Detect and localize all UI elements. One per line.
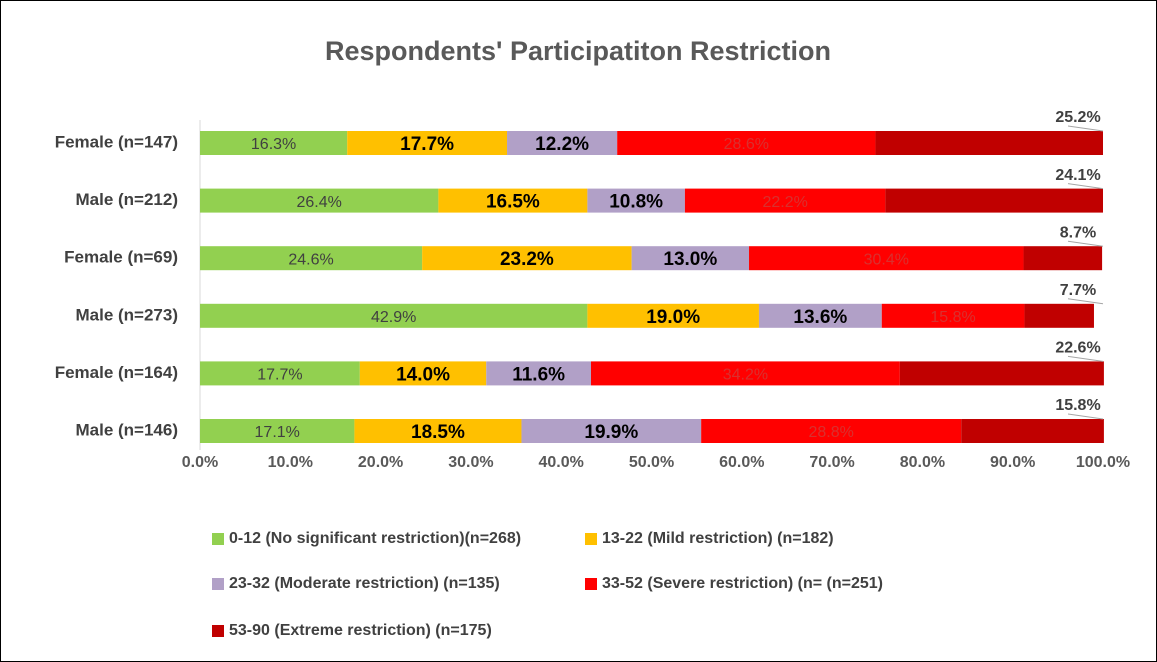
data-label: 24.1% xyxy=(1055,167,1100,184)
leader-line xyxy=(1067,298,1104,305)
x-tick-label: 40.0% xyxy=(539,454,584,471)
bar-segment xyxy=(200,419,355,443)
data-label: 22.6% xyxy=(1055,340,1100,357)
bar-segment xyxy=(1023,246,1103,271)
legend-swatch xyxy=(585,533,597,545)
data-label: 28.6% xyxy=(724,136,769,153)
data-label: 13.6% xyxy=(793,307,847,328)
data-label: 17.7% xyxy=(257,367,302,384)
bar-segment xyxy=(347,131,508,155)
data-label: 7.7% xyxy=(1060,282,1096,299)
bar-segment xyxy=(521,419,702,443)
data-label: 18.5% xyxy=(411,422,465,443)
bar-segment xyxy=(875,131,1103,155)
data-label: 25.2% xyxy=(1055,109,1100,126)
data-label: 11.6% xyxy=(512,364,565,385)
bar-segment xyxy=(590,361,900,386)
data-label: 28.8% xyxy=(809,424,854,441)
legend-label: 13-22 (Mild restriction) (n=182) xyxy=(602,530,834,547)
bar-segment xyxy=(422,246,632,271)
bar-segment xyxy=(701,419,962,443)
bar-segment xyxy=(617,131,876,155)
legend-label: 23-32 (Moderate restriction) (n=135) xyxy=(229,575,500,592)
y-tick-label: Male (n=146) xyxy=(75,420,178,439)
bar-segment xyxy=(749,246,1024,271)
bar-segment xyxy=(438,188,588,213)
bar-segment xyxy=(631,246,750,271)
bar-segment xyxy=(1024,303,1094,328)
x-tick-label: 50.0% xyxy=(629,454,674,471)
x-tick-label: 20.0% xyxy=(358,454,403,471)
leader-line xyxy=(1067,413,1104,420)
data-label: 17.1% xyxy=(255,424,300,441)
data-label: 17.7% xyxy=(400,134,454,155)
legend-swatch xyxy=(212,578,224,590)
data-label: 19.0% xyxy=(646,307,700,328)
x-tick-label: 70.0% xyxy=(809,454,854,471)
x-tick-label: 60.0% xyxy=(719,454,764,471)
legend-swatch xyxy=(212,533,224,545)
data-label: 15.8% xyxy=(1055,397,1100,414)
chart-title: Respondents' Participatiton Restriction xyxy=(325,36,831,66)
bar-segment xyxy=(507,131,618,155)
bar-segment xyxy=(899,361,1104,386)
bar-segment xyxy=(200,188,439,213)
x-tick-label: 90.0% xyxy=(990,454,1035,471)
y-tick-label: Female (n=164) xyxy=(55,363,178,382)
x-tick-label: 30.0% xyxy=(448,454,493,471)
data-label: 34.2% xyxy=(723,367,768,384)
x-tick-label: 0.0% xyxy=(182,454,218,471)
legend-swatch xyxy=(212,625,224,637)
data-label: 10.8% xyxy=(609,192,663,213)
bar-segment xyxy=(200,361,360,386)
bar-segment xyxy=(758,303,882,328)
bar-segment xyxy=(200,303,588,328)
data-label: 23.2% xyxy=(500,249,554,270)
bar-segment xyxy=(486,361,591,386)
leader-line xyxy=(1067,240,1104,247)
data-label: 26.4% xyxy=(297,194,342,211)
bar-segment xyxy=(881,303,1025,328)
leader-line xyxy=(1067,125,1104,132)
y-tick-label: Female (n=69) xyxy=(64,248,178,267)
bar-segment xyxy=(684,188,886,213)
y-tick-label: Male (n=273) xyxy=(75,305,178,324)
data-label: 16.5% xyxy=(486,192,540,213)
legend-label: 0-12 (No significant restriction)(n=268) xyxy=(229,530,521,547)
legend-swatch xyxy=(585,578,597,590)
bar-segment xyxy=(885,188,1103,213)
data-label: 24.6% xyxy=(288,251,333,268)
data-label: 8.7% xyxy=(1060,224,1096,241)
data-label: 16.3% xyxy=(251,136,296,153)
x-tick-label: 10.0% xyxy=(268,454,313,471)
data-label: 19.9% xyxy=(584,422,638,443)
bar-segment xyxy=(200,246,423,271)
legend-label: 33-52 (Severe restriction) (n= (n=251) xyxy=(602,575,883,592)
x-tick-label: 80.0% xyxy=(900,454,945,471)
data-label: 30.4% xyxy=(864,251,909,268)
bar-segment xyxy=(354,419,522,443)
data-label: 22.2% xyxy=(762,194,807,211)
y-tick-label: Female (n=147) xyxy=(55,132,178,151)
bar-segment xyxy=(961,419,1104,443)
bar-segment xyxy=(587,303,759,328)
data-label: 12.2% xyxy=(535,134,589,155)
x-tick-label: 100.0% xyxy=(1076,454,1130,471)
data-label: 14.0% xyxy=(396,364,450,385)
data-label: 15.8% xyxy=(930,309,975,326)
bar-segment xyxy=(359,361,487,386)
y-tick-label: Male (n=212) xyxy=(75,190,178,209)
bar-segment xyxy=(200,131,348,155)
leader-line xyxy=(1067,355,1104,362)
data-label: 42.9% xyxy=(371,309,416,326)
bar-segment xyxy=(587,188,685,213)
data-label: 13.0% xyxy=(663,249,717,270)
legend-label: 53-90 (Extreme restriction) (n=175) xyxy=(229,622,492,639)
leader-line xyxy=(1067,183,1104,190)
